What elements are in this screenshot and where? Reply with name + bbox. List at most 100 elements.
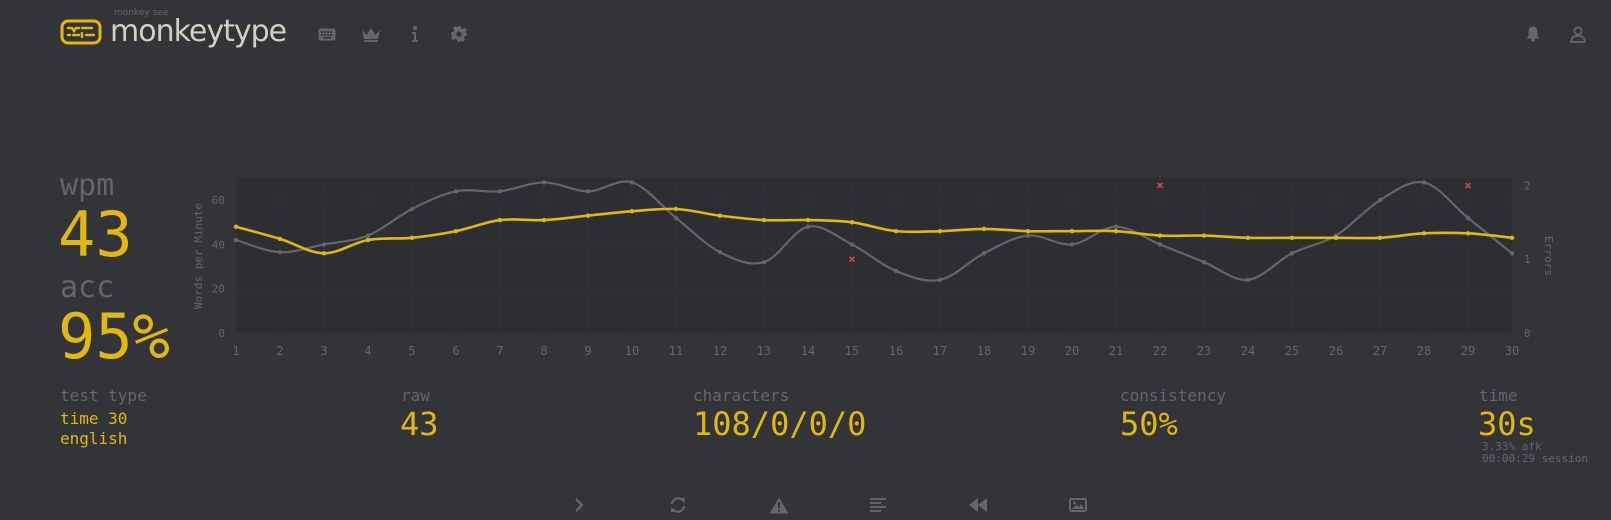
chart-x-tick-label: 3 bbox=[320, 344, 327, 358]
raw-label: raw bbox=[401, 386, 430, 405]
info-icon[interactable] bbox=[405, 24, 425, 44]
chart-x-tick-label: 16 bbox=[889, 344, 903, 358]
image-icon bbox=[1069, 498, 1087, 512]
wpm-point bbox=[365, 237, 371, 243]
raw-point bbox=[1201, 259, 1207, 265]
wpm-point bbox=[453, 228, 459, 234]
consistency-label: consistency bbox=[1120, 386, 1226, 405]
chart-y-axis-label: Words per Minute bbox=[192, 203, 205, 309]
wpm-point bbox=[277, 236, 283, 242]
raw-point bbox=[761, 259, 767, 265]
acc-label: acc bbox=[60, 270, 115, 305]
wpm-point bbox=[1333, 235, 1339, 240]
chart-x-tick-label: 15 bbox=[845, 344, 859, 358]
wpm-point bbox=[409, 235, 415, 240]
characters-value[interactable]: 108/0/0/0 bbox=[693, 405, 867, 443]
chart-x-tick-label: 21 bbox=[1109, 344, 1123, 358]
crown-icon[interactable] bbox=[361, 24, 381, 44]
bell-icon[interactable] bbox=[1523, 24, 1543, 44]
logo-icon bbox=[60, 19, 102, 45]
replay-button[interactable] bbox=[966, 496, 990, 514]
chart-x-tick-label: 9 bbox=[584, 344, 591, 358]
wpm-series-line bbox=[235, 207, 1513, 255]
chart-y2-tick-label: 0 bbox=[1524, 327, 1531, 340]
raw-series-line bbox=[235, 180, 1513, 282]
logo-subtitle: monkey see bbox=[114, 8, 169, 18]
next-test-button[interactable] bbox=[567, 496, 591, 514]
chart-x-tick-label: 5 bbox=[408, 344, 415, 358]
chart-x-tick-label: 7 bbox=[496, 344, 503, 358]
chart-x-tick-label: 22 bbox=[1153, 344, 1167, 358]
align-left-icon bbox=[870, 498, 886, 512]
raw-point bbox=[1245, 277, 1251, 283]
chart-x-tick-label: 8 bbox=[540, 344, 547, 358]
wpm-point bbox=[1465, 231, 1471, 236]
save-screenshot-button[interactable] bbox=[1066, 496, 1090, 514]
chart-x-tick-label: 23 bbox=[1197, 344, 1211, 358]
report-question-button[interactable] bbox=[767, 496, 791, 514]
user-icon[interactable] bbox=[1568, 24, 1588, 44]
raw-point bbox=[365, 233, 371, 238]
raw-point bbox=[1157, 242, 1163, 247]
time-value[interactable]: 30s bbox=[1478, 405, 1536, 443]
error-marker bbox=[1464, 182, 1472, 189]
chart-x-tick-label: 6 bbox=[452, 344, 459, 358]
raw-point bbox=[1421, 180, 1427, 185]
chart-y2-ticks: 0 1 2 bbox=[1524, 179, 1531, 340]
chart-x-tick-label: 24 bbox=[1241, 344, 1255, 358]
afk-note: 3.33% afk 00:00:29 session bbox=[1482, 441, 1588, 465]
chart-x-tick-label: 10 bbox=[625, 344, 639, 358]
wpm-value[interactable]: 43 bbox=[58, 198, 133, 271]
raw-point bbox=[321, 242, 327, 247]
chart-x-tick-label: 19 bbox=[1021, 344, 1035, 358]
wpm-label: wpm bbox=[60, 168, 115, 203]
fast-backward-icon bbox=[969, 498, 987, 512]
chart-x-tick-label: 20 bbox=[1065, 344, 1079, 358]
session-time: 00:00:29 session bbox=[1482, 452, 1588, 465]
chart-x-tick-label: 1 bbox=[232, 344, 239, 358]
gear-icon[interactable] bbox=[449, 24, 469, 44]
raw-point bbox=[1377, 197, 1383, 203]
raw-point bbox=[1113, 224, 1119, 229]
words-history-button[interactable] bbox=[866, 496, 890, 514]
chart-y2-tick-label: 1 bbox=[1524, 253, 1531, 266]
wpm-point bbox=[673, 206, 679, 212]
restart-test-button[interactable] bbox=[666, 496, 690, 514]
raw-point bbox=[629, 180, 635, 185]
raw-value[interactable]: 43 bbox=[400, 405, 439, 443]
raw-point bbox=[937, 277, 943, 283]
refresh-icon bbox=[670, 497, 686, 513]
consistency-value[interactable]: 50% bbox=[1120, 405, 1178, 443]
chart-y-tick-label: 20 bbox=[212, 283, 225, 296]
keyboard-icon[interactable] bbox=[317, 24, 337, 44]
characters-label: characters bbox=[693, 386, 790, 405]
wpm-point bbox=[1377, 235, 1383, 240]
wpm-point bbox=[541, 217, 547, 223]
chart-x-tick-label: 14 bbox=[801, 344, 815, 358]
chart-x-tick-label: 17 bbox=[933, 344, 947, 358]
raw-point bbox=[1465, 215, 1471, 221]
chart-y-tick-label: 0 bbox=[218, 327, 225, 340]
raw-point bbox=[585, 189, 591, 194]
wpm-point bbox=[1509, 235, 1515, 240]
raw-point bbox=[453, 189, 459, 194]
logo-text: monkeytype bbox=[110, 14, 287, 49]
chart-grid bbox=[235, 178, 1513, 334]
test-type-language: english bbox=[60, 429, 128, 448]
wpm-point bbox=[585, 213, 591, 218]
wpm-point bbox=[1113, 228, 1119, 234]
chart-x-tick-label: 11 bbox=[669, 344, 683, 358]
wpm-point bbox=[849, 220, 855, 225]
chart-y2-axis-label: Errors bbox=[1542, 236, 1555, 276]
raw-point bbox=[233, 237, 239, 243]
wpm-point bbox=[321, 251, 327, 256]
raw-point bbox=[849, 242, 855, 247]
acc-value[interactable]: 95% bbox=[58, 300, 170, 373]
chart-plot-area bbox=[236, 178, 1512, 333]
chart-y2-tick-label: 2 bbox=[1524, 179, 1531, 192]
logo[interactable]: monkey see monkeytype bbox=[60, 8, 287, 52]
raw-point bbox=[673, 215, 679, 221]
raw-point bbox=[497, 189, 503, 194]
